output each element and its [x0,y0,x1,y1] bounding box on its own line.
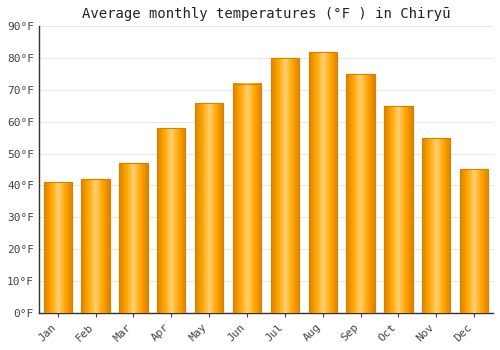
Bar [82,179,110,313]
Bar [157,128,186,313]
Bar [157,128,186,313]
Bar [270,58,299,313]
Bar [195,103,224,313]
Bar [119,163,148,313]
Bar [233,84,261,313]
Bar [384,106,412,313]
Bar [346,74,375,313]
Bar [119,163,148,313]
Bar [346,74,375,313]
Title: Average monthly temperatures (°F ) in Chiryū: Average monthly temperatures (°F ) in Ch… [82,7,450,21]
Bar [44,182,72,313]
Bar [460,169,488,313]
Bar [270,58,299,313]
Bar [233,84,261,313]
Bar [308,52,337,313]
Bar [195,103,224,313]
Bar [422,138,450,313]
Bar [82,179,110,313]
Bar [308,52,337,313]
Bar [384,106,412,313]
Bar [422,138,450,313]
Bar [44,182,72,313]
Bar [460,169,488,313]
